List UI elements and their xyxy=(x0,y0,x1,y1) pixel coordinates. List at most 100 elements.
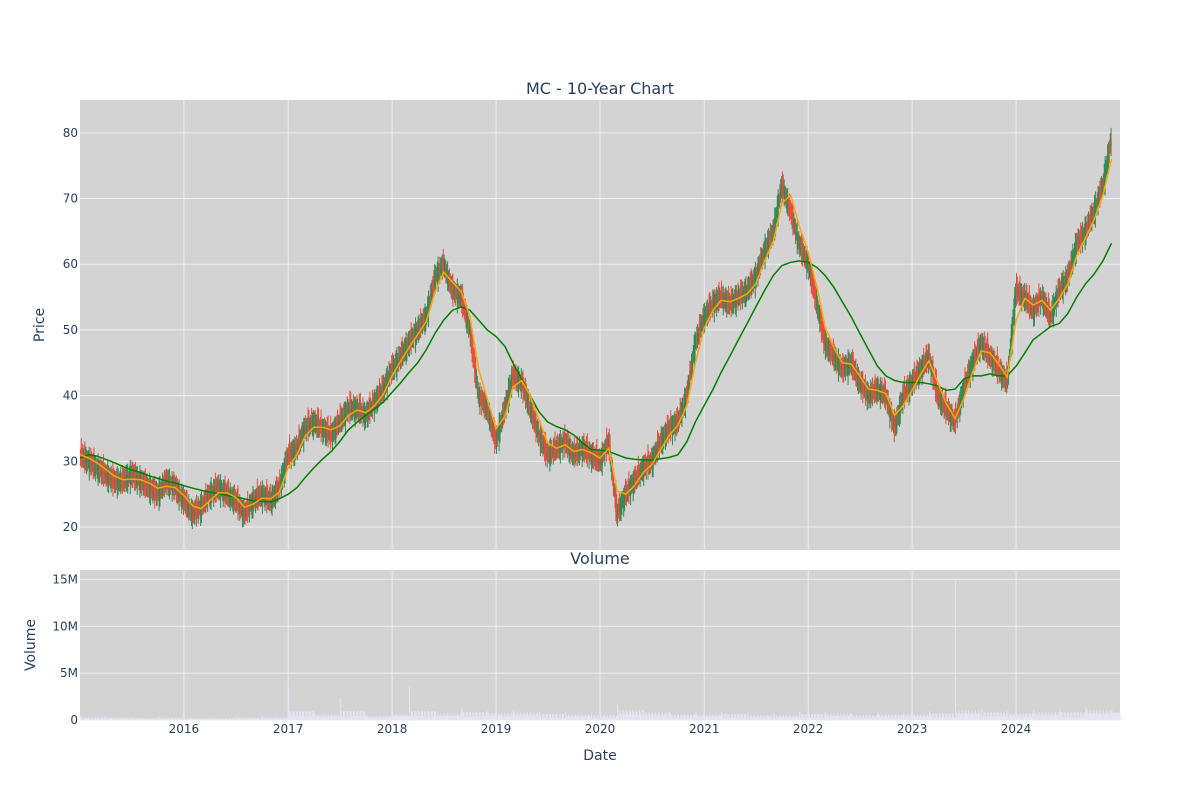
volume-bar xyxy=(629,710,631,720)
volume-bar xyxy=(503,716,505,720)
candle-body xyxy=(419,323,421,329)
volume-bar xyxy=(946,713,948,720)
candle-body xyxy=(238,503,240,507)
candle-body xyxy=(495,435,498,446)
candle-body xyxy=(447,277,450,281)
candle-body xyxy=(636,475,638,481)
candle-body xyxy=(808,261,810,270)
volume-bar xyxy=(646,715,648,720)
candle-body xyxy=(147,484,149,488)
volume-bar xyxy=(1071,712,1073,720)
candle-body xyxy=(409,335,411,345)
x-tick-label: 2019 xyxy=(481,722,512,736)
volume-bar xyxy=(742,717,744,720)
candle-body xyxy=(91,463,94,467)
volume-bar xyxy=(1073,712,1075,720)
candle-body xyxy=(686,390,688,394)
volume-bar xyxy=(555,714,557,720)
candle-body xyxy=(450,285,452,289)
candle-body xyxy=(489,419,491,422)
volume-bar xyxy=(560,717,562,720)
volume-bar xyxy=(372,715,374,720)
candle-body xyxy=(404,347,406,352)
candle-body xyxy=(891,410,893,422)
volume-bar xyxy=(438,715,440,720)
candle-body xyxy=(807,261,809,267)
candle-body xyxy=(97,463,99,478)
volume-bar xyxy=(569,716,571,720)
candle-body xyxy=(106,473,108,477)
volume-bar xyxy=(430,710,432,720)
candle-body xyxy=(954,418,956,424)
volume-bar xyxy=(621,714,623,720)
candle-body xyxy=(971,362,973,366)
volume-bar xyxy=(467,716,469,720)
volume-bar xyxy=(246,718,248,720)
candle-body xyxy=(285,460,287,464)
candle-body xyxy=(599,458,602,461)
candle-body xyxy=(531,407,534,421)
volume-bar xyxy=(129,717,131,720)
candle-body xyxy=(613,488,615,492)
candle-body xyxy=(891,418,894,423)
volume-bar xyxy=(497,713,499,720)
volume-bar xyxy=(196,717,198,720)
volume-bar xyxy=(988,716,990,720)
volume-bar xyxy=(239,718,241,720)
volume-bar xyxy=(368,717,370,720)
candle-body xyxy=(925,355,927,364)
candle-body xyxy=(901,398,903,403)
candle-body xyxy=(187,506,189,508)
volume-bar xyxy=(654,714,656,720)
volume-bar xyxy=(266,717,268,720)
volume-bar xyxy=(102,718,104,720)
volume-bar xyxy=(687,714,689,720)
volume-bar xyxy=(220,719,222,720)
volume-bar xyxy=(121,718,123,720)
candle-body xyxy=(690,361,693,375)
candle-body xyxy=(455,292,458,294)
candle-body xyxy=(372,403,375,405)
candle-body xyxy=(1086,226,1088,229)
candle-body xyxy=(962,384,964,400)
candle-body xyxy=(1080,236,1083,238)
candle-body xyxy=(312,416,314,433)
candle-body xyxy=(377,393,380,398)
candle-body xyxy=(720,289,723,303)
volume-bar xyxy=(584,714,586,720)
volume-bar xyxy=(836,713,838,720)
candle-body xyxy=(1088,222,1090,224)
volume-bar xyxy=(443,713,445,720)
volume-bar xyxy=(776,715,778,720)
candle-body xyxy=(951,414,953,420)
volume-bar xyxy=(383,716,385,720)
volume-bar xyxy=(1103,712,1105,720)
candle-body xyxy=(376,395,378,404)
candle-body xyxy=(787,203,790,207)
candle-body xyxy=(172,485,174,487)
candle-body xyxy=(685,395,688,398)
candle-body xyxy=(782,183,784,194)
candle-body xyxy=(1049,314,1051,319)
volume-bar xyxy=(1060,712,1062,720)
candle-body xyxy=(758,264,760,274)
candle-body xyxy=(438,269,440,274)
candle-body xyxy=(440,268,442,270)
volume-bar xyxy=(1054,712,1056,720)
candle-body xyxy=(994,360,996,366)
volume-bar xyxy=(944,717,946,720)
candle-body xyxy=(552,447,554,456)
volume-bar xyxy=(460,713,462,720)
volume-bar xyxy=(1108,714,1110,720)
volume-bar xyxy=(167,717,169,720)
candle-body xyxy=(344,407,347,424)
candle-body xyxy=(420,317,422,330)
volume-bar xyxy=(1048,712,1050,720)
volume-bar xyxy=(408,686,410,720)
volume-bar xyxy=(367,716,369,720)
volume-bar xyxy=(563,714,565,720)
candle-body xyxy=(797,239,799,241)
candle-body xyxy=(252,495,254,511)
volume-bar xyxy=(686,714,688,720)
candle-body xyxy=(762,249,764,258)
